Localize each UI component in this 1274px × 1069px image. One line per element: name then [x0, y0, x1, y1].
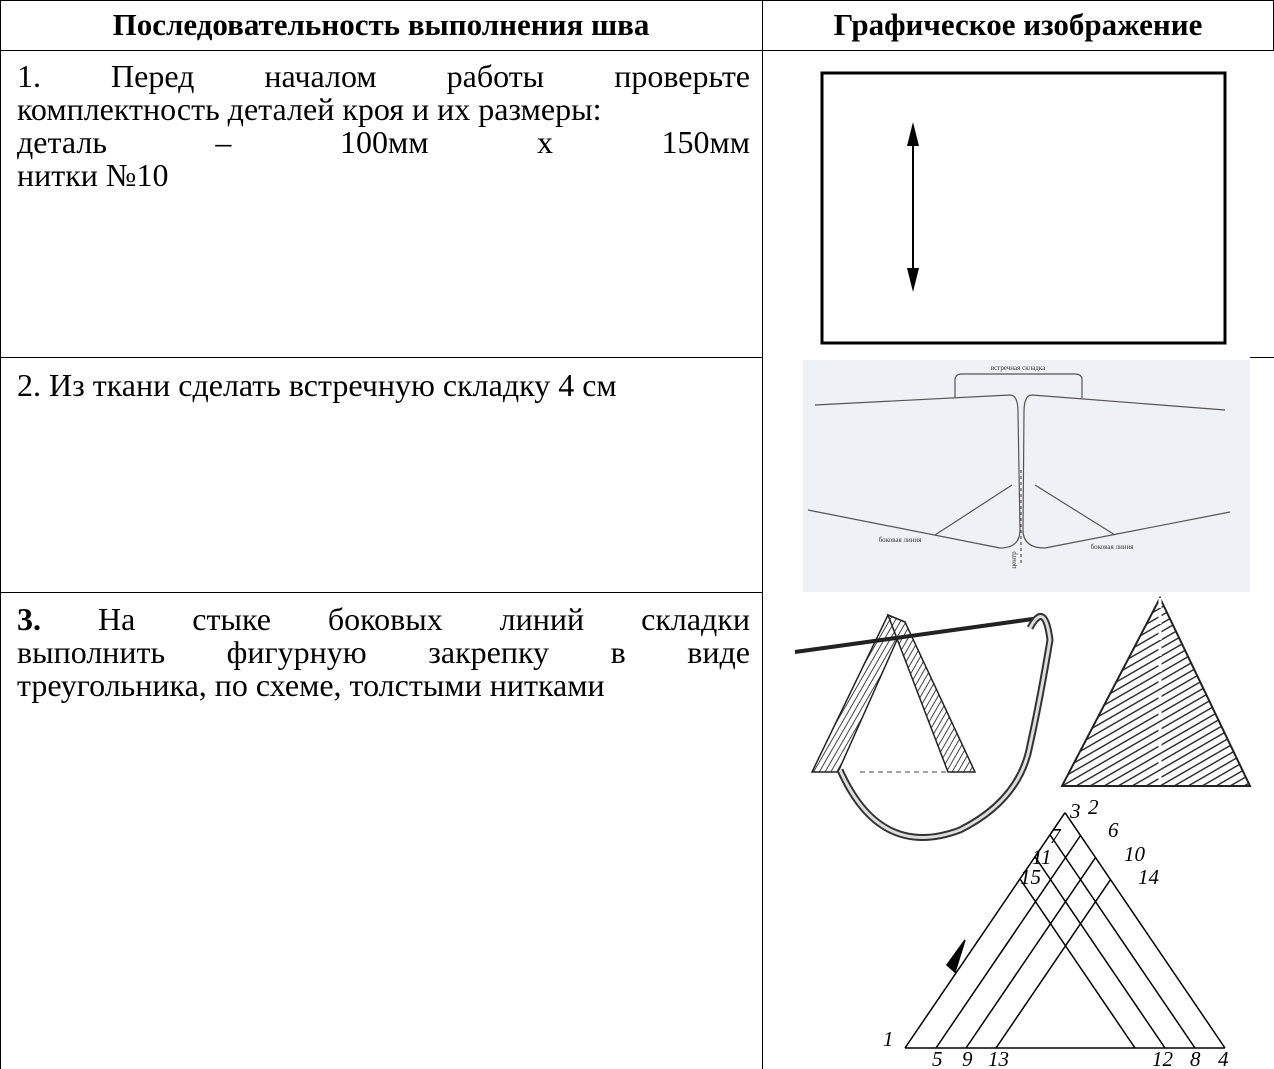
text-line: деталь – 100мм x 150мм: [17, 124, 750, 160]
text-span: На стыке боковых линий складки: [97, 601, 751, 637]
text-line: нитки №10: [17, 157, 169, 193]
scheme-line: [995, 879, 1112, 1049]
scheme-line: [1034, 856, 1166, 1049]
border: [0, 0, 1, 1069]
figure-label: встречная складка: [991, 364, 1046, 372]
scheme-line: [904, 812, 1066, 1049]
text-line: выполнить фигурную закрепку в виде: [17, 634, 750, 670]
scheme-label: 14: [1138, 865, 1160, 889]
scheme-line: [1064, 812, 1226, 1049]
text-line: 1. Перед началом работы проверьте: [17, 58, 750, 94]
scheme-label: 1: [883, 1027, 894, 1051]
scheme-label: 10: [1124, 842, 1146, 866]
step-text: 3. На стыке боковых линий складки выполн…: [17, 603, 750, 702]
border: [0, 0, 1274, 1]
border: [0, 592, 762, 593]
text-line: комплектность деталей кроя и их размеры:: [17, 91, 602, 127]
scheme-label: 15: [1020, 865, 1041, 889]
step-text: 2. Из ткани сделать встречную складку 4 …: [17, 369, 750, 402]
figure-label: боковая линия: [879, 536, 923, 544]
figure-label: боковая линия: [1091, 543, 1135, 551]
scheme-label: 7: [1050, 824, 1062, 848]
border: [762, 0, 763, 1069]
fabric-figure: [820, 71, 1227, 345]
scheme-label: 9: [962, 1047, 973, 1069]
scheme-line: [1019, 878, 1136, 1049]
border: [0, 50, 1274, 51]
scheme-label: 2: [1088, 795, 1099, 819]
text-line: треугольника, по схеме, толстыми нитками: [17, 667, 605, 703]
scheme-line: [935, 835, 1082, 1049]
stitch-figure: [794, 595, 1252, 841]
figure-label: центр: [1010, 551, 1018, 569]
header-cell: Графическое изображение: [833, 7, 1203, 42]
scheme-figure: [904, 812, 1226, 1049]
scheme-label: 13: [988, 1047, 1009, 1069]
scheme-label: 3: [1069, 799, 1081, 823]
header-cell: Последовательность выполнения шва: [112, 7, 650, 42]
scheme-line: [965, 857, 1097, 1049]
scheme-label: 4: [1218, 1047, 1229, 1069]
step-number: 3.: [17, 601, 41, 637]
scheme-label: 5: [932, 1047, 943, 1069]
fold-figure: встречная складка боковая линия центр бо…: [803, 360, 1250, 592]
border: [1250, 357, 1274, 358]
step-text: 1. Перед началом работы проверьте компле…: [17, 60, 750, 192]
scheme-label: 6: [1108, 818, 1119, 842]
scheme-label: 12: [1152, 1047, 1174, 1069]
scheme-line: [1049, 834, 1196, 1049]
border: [0, 357, 762, 358]
scheme-label: 11: [1032, 845, 1051, 869]
scheme-label: 8: [1190, 1047, 1201, 1069]
text-line: 3. На стыке боковых линий складки: [17, 603, 750, 636]
text-line: 2. Из ткани сделать встречную складку 4 …: [17, 367, 617, 403]
